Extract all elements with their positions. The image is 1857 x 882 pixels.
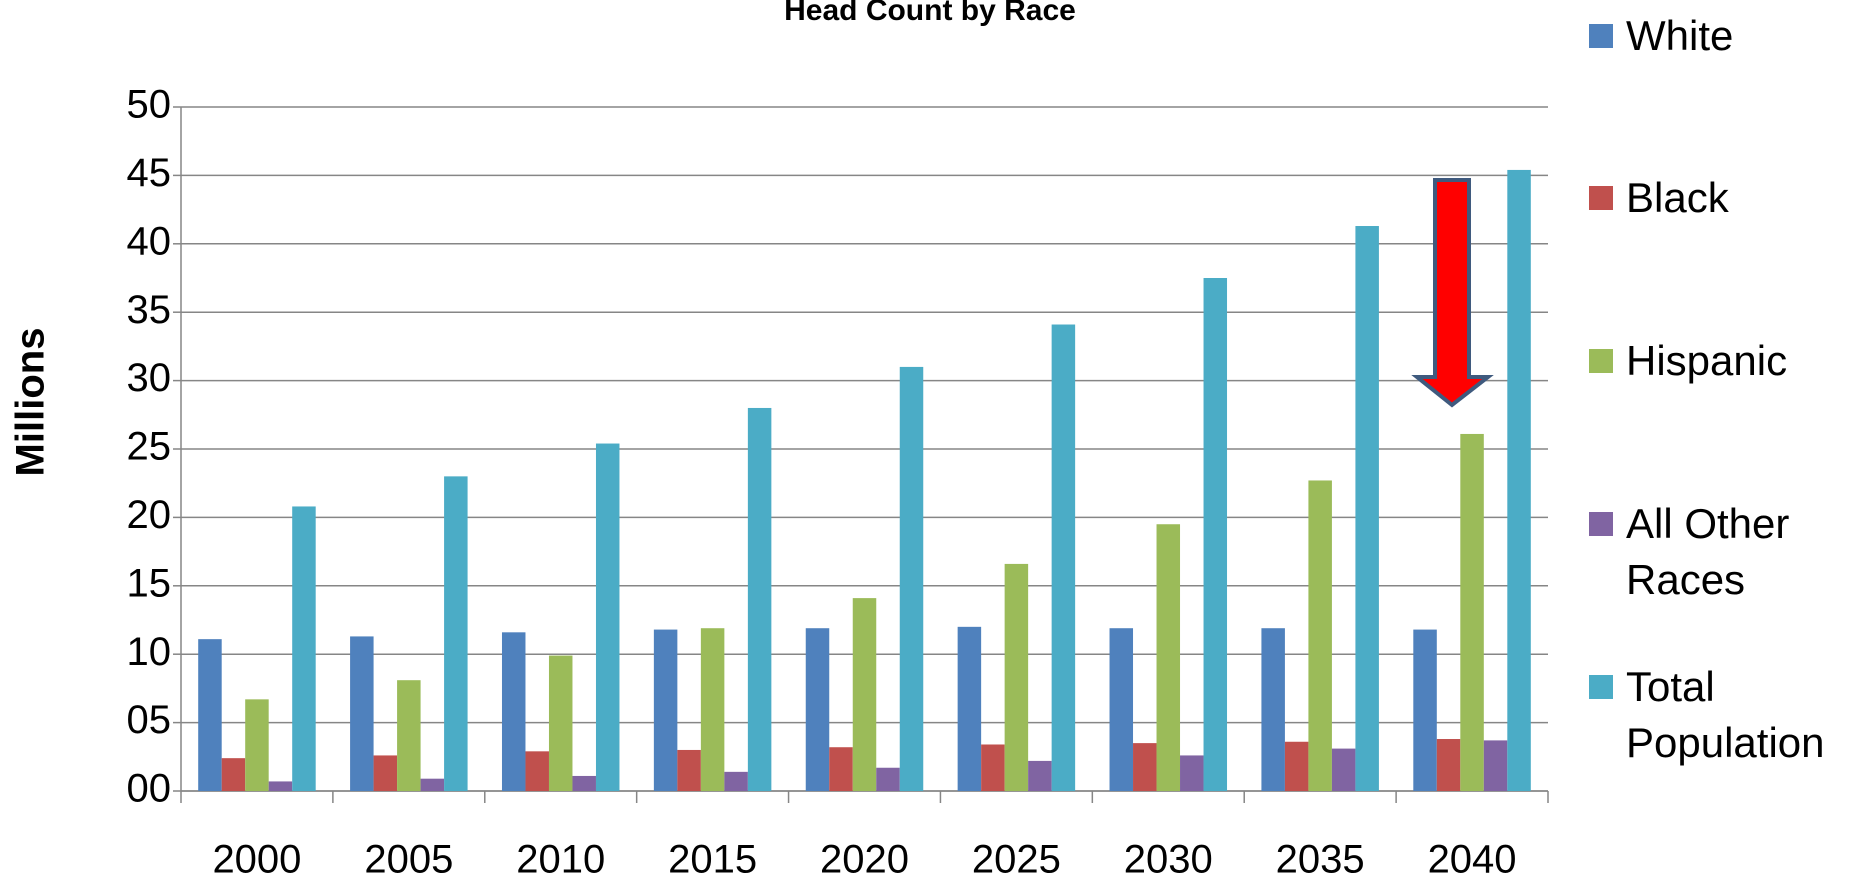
x-tick-label: 2030	[1124, 838, 1213, 882]
bar	[1051, 324, 1076, 791]
bar	[1156, 524, 1181, 791]
legend-swatch	[1589, 675, 1613, 699]
bar	[1028, 760, 1052, 791]
x-tick-label: 2020	[820, 838, 909, 882]
x-tick-label: 2005	[364, 838, 453, 882]
y-tick-label: 10	[127, 630, 172, 674]
x-tick-label: 2010	[516, 838, 605, 882]
bar	[1133, 743, 1157, 791]
bar	[852, 598, 877, 791]
y-tick-label: 35	[127, 288, 172, 332]
x-tick-label: 2000	[212, 838, 301, 882]
y-tick-label: 45	[127, 151, 172, 195]
bar	[724, 771, 748, 791]
bar	[268, 781, 293, 791]
legend-swatch	[1589, 512, 1613, 536]
bar	[1483, 740, 1508, 791]
legend-label: Black	[1626, 174, 1729, 221]
bar	[420, 778, 445, 791]
legend-label: All Other Races	[1626, 500, 1790, 603]
bar	[198, 639, 222, 791]
legend-item: Hispanic	[1589, 333, 1854, 389]
y-tick-label: 30	[127, 356, 172, 400]
legend-item: White	[1589, 8, 1854, 64]
bar	[747, 407, 772, 791]
legend-item: Total Population	[1589, 659, 1854, 771]
y-axis-label: Millions	[9, 328, 53, 477]
bar	[829, 747, 853, 791]
bar	[1261, 628, 1285, 791]
legend-item: All Other Races	[1589, 496, 1854, 608]
y-tick-label: 15	[127, 561, 172, 605]
bar	[397, 680, 421, 791]
bar	[700, 628, 725, 791]
legend-swatch	[1589, 186, 1613, 210]
bar	[350, 636, 374, 791]
bar	[1507, 169, 1531, 792]
y-tick-label: 00	[127, 767, 172, 811]
bar	[981, 744, 1005, 791]
y-tick-label: 50	[127, 83, 172, 127]
bar	[1284, 741, 1309, 791]
bar	[1004, 563, 1029, 791]
bar	[1331, 748, 1356, 791]
bar	[1436, 739, 1461, 791]
x-tick-label: 2015	[668, 838, 757, 882]
y-tick-label: 05	[127, 698, 172, 742]
bar	[221, 758, 246, 791]
bar	[292, 506, 316, 791]
x-tick-label: 2025	[972, 838, 1061, 882]
bar	[1460, 433, 1484, 791]
legend-label: Total Population	[1626, 663, 1825, 766]
x-tick-label: 2035	[1276, 838, 1365, 882]
bar	[444, 476, 468, 791]
bar	[595, 443, 620, 791]
bar	[899, 366, 924, 791]
legend-swatch	[1589, 24, 1613, 48]
legend-label: White	[1626, 12, 1734, 59]
x-tick-label: 2040	[1428, 838, 1517, 882]
bar	[957, 626, 982, 791]
bar	[525, 751, 549, 791]
chart-title: Head Count by Race	[784, 0, 1076, 27]
annotation-arrow	[1411, 178, 1494, 408]
y-tick-label: 20	[127, 493, 172, 537]
bar	[548, 655, 573, 791]
bar	[677, 749, 701, 791]
bar	[653, 629, 678, 791]
bar	[1109, 628, 1134, 791]
bar	[1180, 755, 1204, 791]
bar	[876, 767, 900, 791]
bar	[245, 699, 269, 791]
legend-swatch	[1589, 349, 1613, 373]
legend-item: Black	[1589, 170, 1854, 226]
bar	[501, 632, 526, 791]
bar	[572, 775, 596, 791]
bar	[373, 755, 398, 791]
bar	[805, 628, 830, 791]
bar	[1308, 480, 1332, 791]
y-tick-label: 40	[127, 219, 172, 263]
bar	[1355, 226, 1379, 792]
y-tick-label: 25	[127, 425, 172, 469]
bar	[1413, 629, 1437, 791]
bar	[1203, 278, 1228, 791]
legend-label: Hispanic	[1626, 337, 1788, 384]
